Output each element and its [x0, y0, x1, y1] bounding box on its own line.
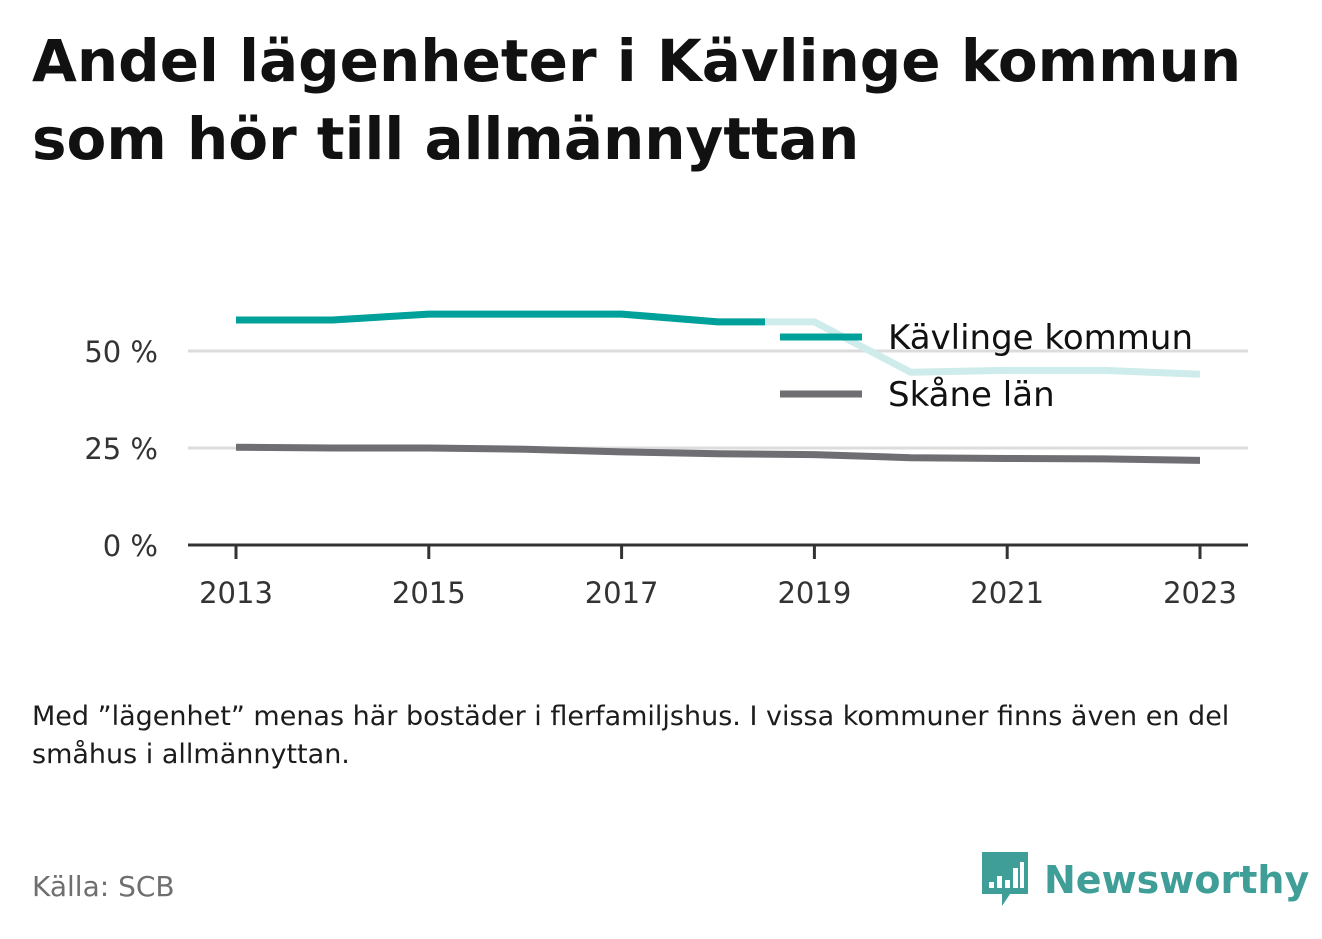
brand-name: Newsworthy [1044, 858, 1310, 902]
series-line-skane [235, 443, 1201, 464]
brand-logo: Newsworthy [980, 848, 1309, 912]
x-tick-label: 2019 [777, 576, 851, 610]
legend-label: Skåne län [888, 375, 1055, 415]
x-tick-label: 2013 [199, 576, 273, 610]
x-tick-label: 2017 [585, 576, 659, 610]
footnote: Med ”lägenhet” menas här bostäder i fler… [32, 701, 1230, 770]
newsworthy-logo-icon [982, 852, 1028, 906]
y-tick-label: 25 % [84, 432, 158, 466]
legend-label: Kävlinge kommun [888, 318, 1193, 358]
x-tick-label: 2023 [1163, 576, 1237, 610]
y-tick-label: 0 % [103, 529, 158, 563]
x-tick-label: 2021 [970, 576, 1044, 610]
series-line-kavlinge [236, 310, 765, 326]
chart-title: Andel lägenheter i Kävlinge kommun som h… [32, 27, 1242, 173]
x-tick-label: 2015 [392, 576, 466, 610]
gridlines [188, 349, 1248, 450]
legend: Kävlinge kommun Skåne län [780, 318, 1193, 415]
series-lines [235, 310, 1201, 464]
source-label: Källa: SCB [32, 870, 175, 903]
axes: 0 % 25 % 50 % 2013 2015 2017 2019 2021 2023 [84, 335, 1248, 610]
y-tick-label: 50 % [84, 335, 158, 369]
